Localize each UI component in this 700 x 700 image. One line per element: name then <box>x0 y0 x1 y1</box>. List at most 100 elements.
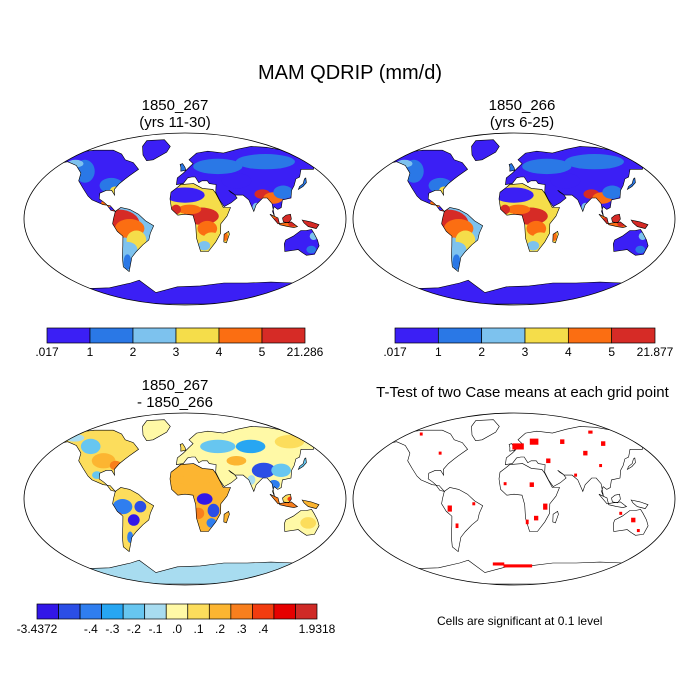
colorbar-case1 <box>46 327 306 344</box>
significant-cell <box>389 437 393 441</box>
land-fill-greenland <box>142 419 171 441</box>
significant-cell <box>588 430 593 434</box>
field-patch <box>171 204 181 215</box>
coastline-africa <box>169 463 231 532</box>
colorbar-tick-label: 1.9318 <box>298 622 336 636</box>
field-patch <box>564 154 624 170</box>
colorbar-tick-label: 21.286 <box>286 345 324 359</box>
coastline-greenland <box>142 419 171 442</box>
map-case2 <box>352 132 676 306</box>
field-patch <box>287 496 298 502</box>
coastline-australia <box>612 229 649 256</box>
coastline-namerica <box>381 429 469 492</box>
coastline-japan <box>297 177 307 191</box>
coastline-antarctica <box>375 559 651 585</box>
coastline-eurasia <box>176 426 328 497</box>
coastline-borneo <box>611 213 621 224</box>
colorbar-tick-label: -3.4372 <box>16 622 58 636</box>
colorbar-swatch <box>252 603 275 620</box>
colorbar-tick-label: 5 <box>608 345 615 359</box>
coastline-namerica <box>381 149 469 212</box>
significant-cell <box>601 441 606 446</box>
coastline-namerica <box>52 149 140 212</box>
field-patch <box>550 173 581 189</box>
significant-cell <box>455 523 459 529</box>
colorbar-tick-label: .0 <box>171 622 183 636</box>
coastline-japan <box>626 177 636 191</box>
field-patch <box>396 159 413 168</box>
land-fill-japan <box>627 177 636 190</box>
field-patch <box>165 187 205 203</box>
land-fill-borneo <box>282 214 292 223</box>
land-fill-nz <box>326 252 337 263</box>
coastline-australia <box>283 229 320 256</box>
land-fill-japan <box>298 457 307 470</box>
field-patch <box>196 493 213 505</box>
field-patch <box>428 177 453 194</box>
coastline-africa <box>169 183 231 252</box>
land-fill-newguinea <box>302 220 319 229</box>
significant-cell <box>574 473 578 477</box>
land-fill-namerica <box>53 150 139 212</box>
map-border <box>352 412 676 586</box>
field-patch <box>602 185 623 199</box>
field-patch <box>522 158 572 175</box>
map-content <box>46 139 338 305</box>
colorbar-tick-label: .017 <box>383 345 407 359</box>
colorbar-tick-label: 3 <box>172 345 180 359</box>
significant-cell <box>583 450 588 456</box>
land-fill-madagascar <box>223 511 230 523</box>
coastline-madagascar <box>552 510 559 524</box>
colorbar-tick-label: 2 <box>129 345 137 359</box>
field-patch <box>452 254 461 270</box>
colorbar-swatch <box>122 603 146 620</box>
colorbar-tick-label: 5 <box>258 345 266 359</box>
significant-cell <box>419 432 423 436</box>
coastline-africa <box>498 463 560 532</box>
colorbar-swatch <box>58 603 81 620</box>
field-patch <box>251 462 276 478</box>
significant-cell <box>503 482 507 486</box>
field-patch <box>494 187 534 203</box>
field-patch <box>235 439 266 454</box>
field-patch <box>221 173 252 189</box>
colorbar-swatch <box>144 603 167 620</box>
significant-cell <box>560 439 565 444</box>
coastline-nz <box>324 251 338 264</box>
field-patch <box>306 245 317 254</box>
coastline-namerica <box>52 429 140 492</box>
field-patch <box>123 254 132 270</box>
map-content <box>375 139 667 305</box>
field-patch <box>80 438 101 455</box>
coastline-greenland <box>471 419 500 442</box>
colorbar-swatch <box>481 327 526 344</box>
colorbar-swatch <box>132 327 177 344</box>
colorbar-swatch <box>101 603 124 620</box>
field-patch <box>109 460 122 471</box>
map-case1 <box>23 132 347 306</box>
coastline-samerica <box>112 207 155 273</box>
colorbar-swatch <box>567 327 613 344</box>
field-patch <box>221 231 228 241</box>
coastline-britain <box>179 443 187 452</box>
field-patch <box>99 177 124 194</box>
coastline-newguinea <box>301 499 320 509</box>
significant-cell <box>472 502 476 506</box>
coastline-newguinea <box>301 219 320 229</box>
land-fill-britain <box>180 163 186 172</box>
coastline-indonesia <box>269 493 299 508</box>
colorbar-tick-label: .2 <box>215 622 226 636</box>
colorbar-swatch <box>261 327 306 344</box>
coastline-indonesia <box>598 213 628 228</box>
field-patch <box>532 232 549 244</box>
field-patch <box>300 517 317 529</box>
land-fill-antarctica <box>47 560 321 584</box>
coastline-nz <box>653 251 667 264</box>
field-patch <box>550 231 557 241</box>
field-patch <box>112 499 133 515</box>
significant-cell <box>529 482 534 487</box>
field-patch <box>92 471 102 479</box>
coastline-greenland <box>471 139 500 162</box>
land-fill-newguinea <box>631 220 648 229</box>
colorbar-swatch <box>165 603 189 620</box>
